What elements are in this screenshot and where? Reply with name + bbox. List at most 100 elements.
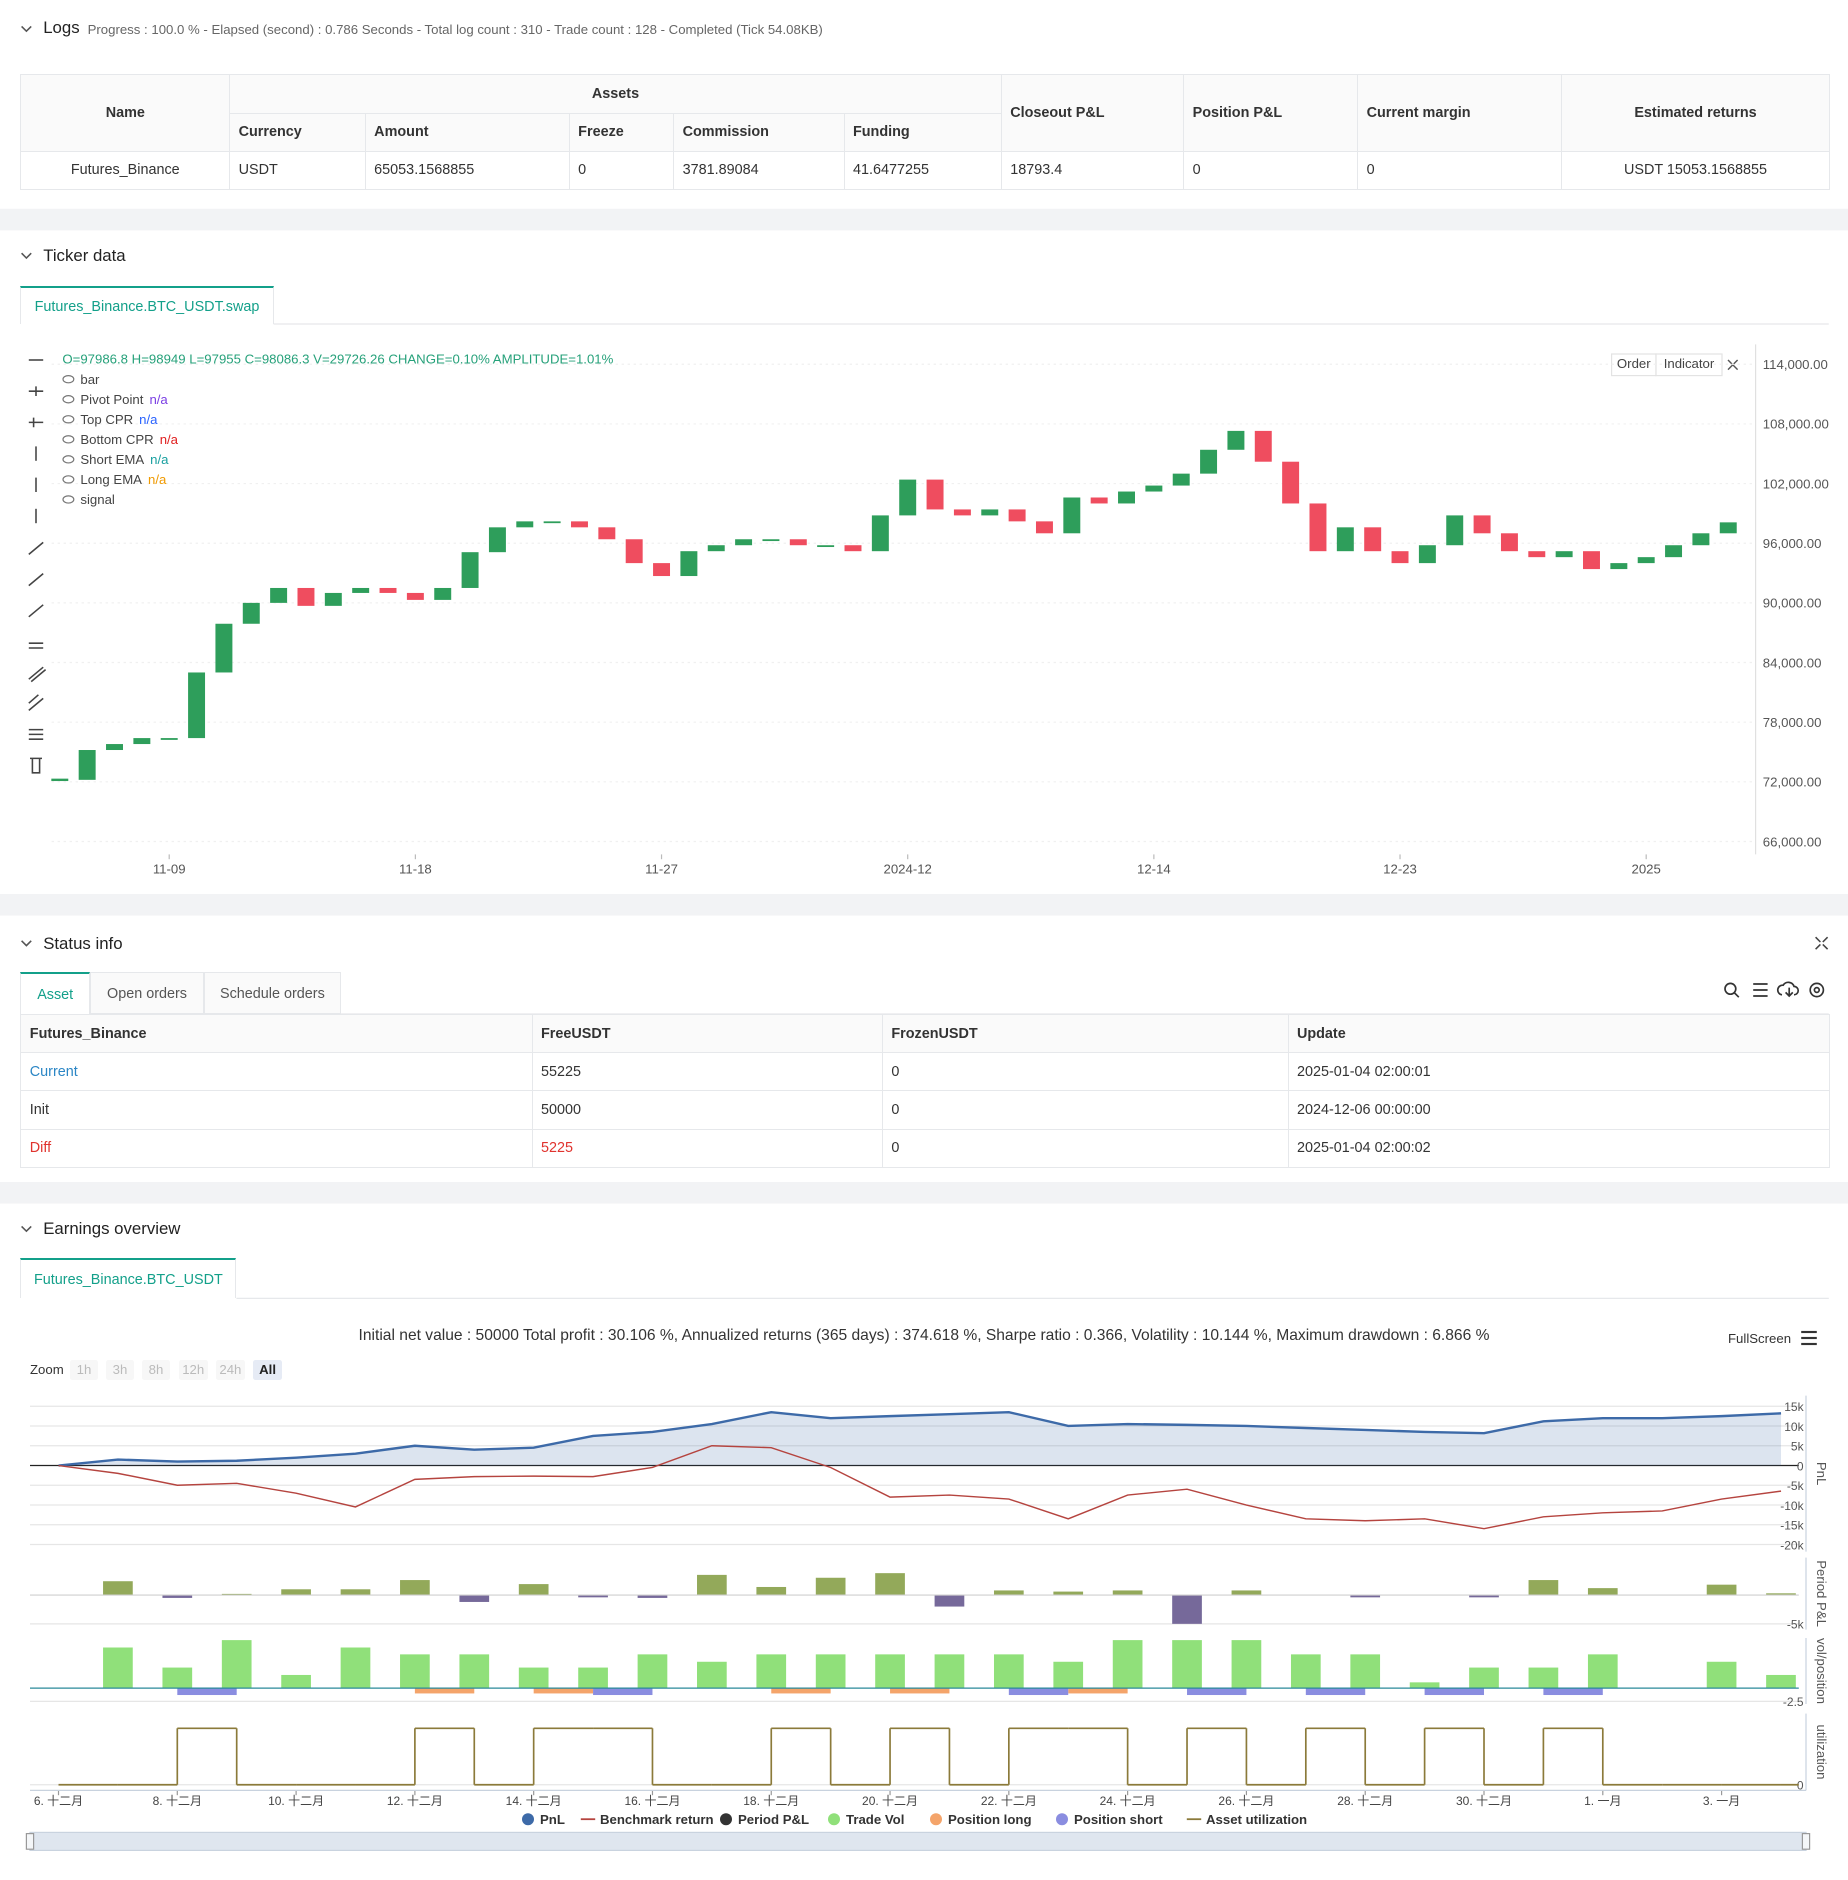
bar xyxy=(593,1688,653,1696)
legend-label[interactable]: Asset utilization xyxy=(1206,1812,1307,1827)
bar xyxy=(533,1688,594,1694)
candle xyxy=(1692,533,1710,546)
candle xyxy=(324,592,342,606)
candle xyxy=(1254,430,1272,462)
legend-label[interactable]: Benchmark return xyxy=(600,1812,714,1827)
navigator-handle[interactable] xyxy=(1801,1833,1811,1850)
legend-swatch[interactable] xyxy=(828,1813,841,1826)
y-tick-label: 84,000.00 xyxy=(1763,655,1822,670)
assets-table: Name Assets Closeout P&L Position P&L Curren… xyxy=(20,74,1830,190)
button-label[interactable]: Order xyxy=(1616,356,1651,372)
menu-icon[interactable] xyxy=(1801,1330,1817,1346)
fullscreen-button[interactable]: FullScreen xyxy=(1728,1330,1792,1346)
toolbar-icons[interactable] xyxy=(1724,981,1825,998)
legend-label[interactable]: Position short xyxy=(1074,1812,1163,1827)
zoom-button[interactable]: 8h xyxy=(141,1359,171,1380)
bar xyxy=(1231,1640,1262,1689)
candle xyxy=(1090,497,1108,504)
indicator-legend: Bottom CPR n/a xyxy=(80,432,178,447)
bar xyxy=(162,1595,193,1598)
section-title: Status info xyxy=(43,933,123,953)
button-label[interactable]: Indicator xyxy=(1663,356,1715,372)
candle xyxy=(1473,515,1491,534)
y-tick-label: 108,000.00 xyxy=(1763,417,1829,432)
drawing-toolbar[interactable] xyxy=(28,359,47,774)
y-tick-label: -20k xyxy=(1780,1538,1804,1552)
zoom-button[interactable]: 3h xyxy=(105,1359,135,1380)
visibility-icon[interactable] xyxy=(62,395,75,404)
legend-label[interactable]: Position long xyxy=(948,1812,1032,1827)
visibility-icon[interactable] xyxy=(62,455,75,464)
bar xyxy=(771,1688,831,1694)
header-cell: Name xyxy=(20,74,231,152)
y-tick-label: -5k xyxy=(1787,1479,1805,1493)
header-row: Futures_Binance FreeUSDT FrozenUSDT Update xyxy=(20,1014,1830,1054)
legend-label[interactable]: PnL xyxy=(540,1812,565,1827)
visibility-icon[interactable] xyxy=(62,495,75,504)
collapse-caret[interactable] xyxy=(21,25,32,33)
header-cell: Position P&L xyxy=(1183,74,1359,152)
x-tick-label: 2025 xyxy=(1632,862,1661,877)
tab[interactable]: Futures_Binance.BTC_USDT xyxy=(20,1257,237,1299)
candle xyxy=(51,778,69,782)
candle xyxy=(707,545,725,552)
legend-swatch[interactable] xyxy=(720,1813,732,1826)
zoom-button[interactable]: 1h xyxy=(69,1359,99,1380)
candle xyxy=(1200,449,1218,474)
zoom-button[interactable]: 24h xyxy=(216,1359,245,1380)
candle xyxy=(215,623,233,673)
candle xyxy=(461,552,479,588)
collapse-caret[interactable] xyxy=(21,252,32,260)
bar xyxy=(340,1589,371,1596)
tab[interactable]: Open orders xyxy=(90,972,204,1014)
indicator-legend: Long EMA n/a xyxy=(80,472,167,487)
visibility-icon[interactable] xyxy=(62,435,75,444)
zoom-button[interactable]: All xyxy=(253,1359,282,1380)
legend-swatch[interactable] xyxy=(1056,1813,1068,1826)
candle xyxy=(598,527,616,540)
visibility-icon[interactable] xyxy=(62,475,75,484)
cell: 2025-01-04 02:00:01 xyxy=(1287,1052,1830,1092)
close-icon[interactable] xyxy=(1815,936,1829,950)
tab[interactable]: Asset xyxy=(20,972,90,1014)
legend-swatch[interactable] xyxy=(930,1813,943,1826)
y-tick-label: -5k xyxy=(1787,1618,1805,1632)
navigator[interactable] xyxy=(29,1831,1807,1852)
candle xyxy=(735,539,753,546)
bar xyxy=(1528,1667,1559,1689)
legend-swatch[interactable] xyxy=(522,1813,534,1826)
y-tick-label: 5k xyxy=(1791,1440,1805,1454)
navigator-handle[interactable] xyxy=(25,1833,35,1850)
header-cell: Closeout P&L xyxy=(1000,74,1185,152)
legend-label[interactable]: Period P&L xyxy=(738,1812,809,1827)
cell: 0 xyxy=(881,1090,1289,1130)
y-tick-label: 0 xyxy=(1797,1779,1804,1793)
ohlc-info: O=97986.8 H=98949 L=97955 C=98086.3 V=29… xyxy=(62,352,613,367)
visibility-icon[interactable] xyxy=(62,415,75,424)
bar xyxy=(103,1647,133,1689)
indicator-button[interactable] xyxy=(1655,353,1723,377)
header-cell: Estimated returns xyxy=(1561,74,1830,152)
candle xyxy=(488,527,506,553)
collapse-caret[interactable] xyxy=(21,940,32,947)
legend-label[interactable]: Trade Vol xyxy=(846,1812,904,1827)
visibility-icon[interactable] xyxy=(62,375,75,384)
indicator-name: Pivot Point xyxy=(80,392,143,407)
tab[interactable]: Schedule orders xyxy=(204,972,341,1014)
zoom-button[interactable]: 12h xyxy=(178,1359,208,1380)
x-tick-label: 26. 十二月 xyxy=(1218,1794,1274,1808)
cell: 0 xyxy=(568,150,675,190)
candle xyxy=(1555,551,1573,558)
bar xyxy=(1706,1584,1737,1596)
row: Current 55225 0 2025-01-04 02:00:01 xyxy=(20,1052,1830,1092)
indicator-name: Long EMA xyxy=(80,472,142,487)
candle xyxy=(188,672,206,739)
row: Diff 5225 0 2025-01-04 02:00:02 xyxy=(20,1128,1830,1168)
collapse-caret[interactable] xyxy=(21,1225,32,1233)
bar xyxy=(400,1654,430,1689)
candle xyxy=(1282,461,1300,504)
summary: Initial net value : 50000 Total profit :… xyxy=(358,1327,1490,1345)
y-tick-label: 0 xyxy=(1797,1459,1804,1473)
tab[interactable]: Futures_Binance.BTC_USDT.swap xyxy=(20,285,274,324)
bar xyxy=(340,1647,371,1689)
